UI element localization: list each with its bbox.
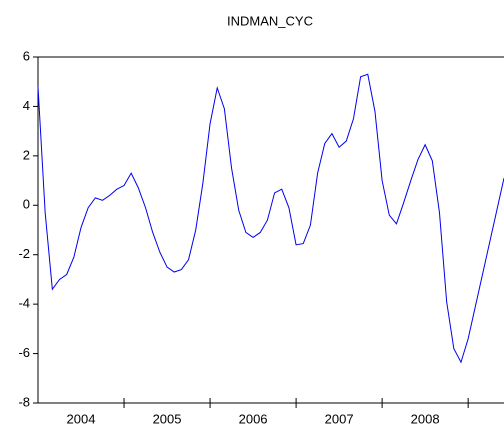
x-tick-label: 2008	[411, 411, 440, 426]
y-tick-label: -8	[18, 394, 30, 409]
series-line	[37, 73, 504, 364]
y-tick-label: 2	[23, 147, 30, 162]
y-tick-label: 6	[23, 48, 30, 63]
x-tick-label: 2005	[153, 411, 182, 426]
y-tick-label: 4	[23, 98, 30, 113]
x-tick-label: 2007	[325, 411, 354, 426]
y-tick-label: -2	[18, 246, 30, 261]
x-tick-label: 2004	[67, 411, 96, 426]
y-tick-label: 0	[23, 197, 30, 212]
y-tick-label: -4	[18, 296, 30, 311]
y-tick-label: -6	[18, 345, 30, 360]
x-tick-label: 2006	[239, 411, 268, 426]
chart-title: INDMAN_CYC	[227, 13, 313, 28]
